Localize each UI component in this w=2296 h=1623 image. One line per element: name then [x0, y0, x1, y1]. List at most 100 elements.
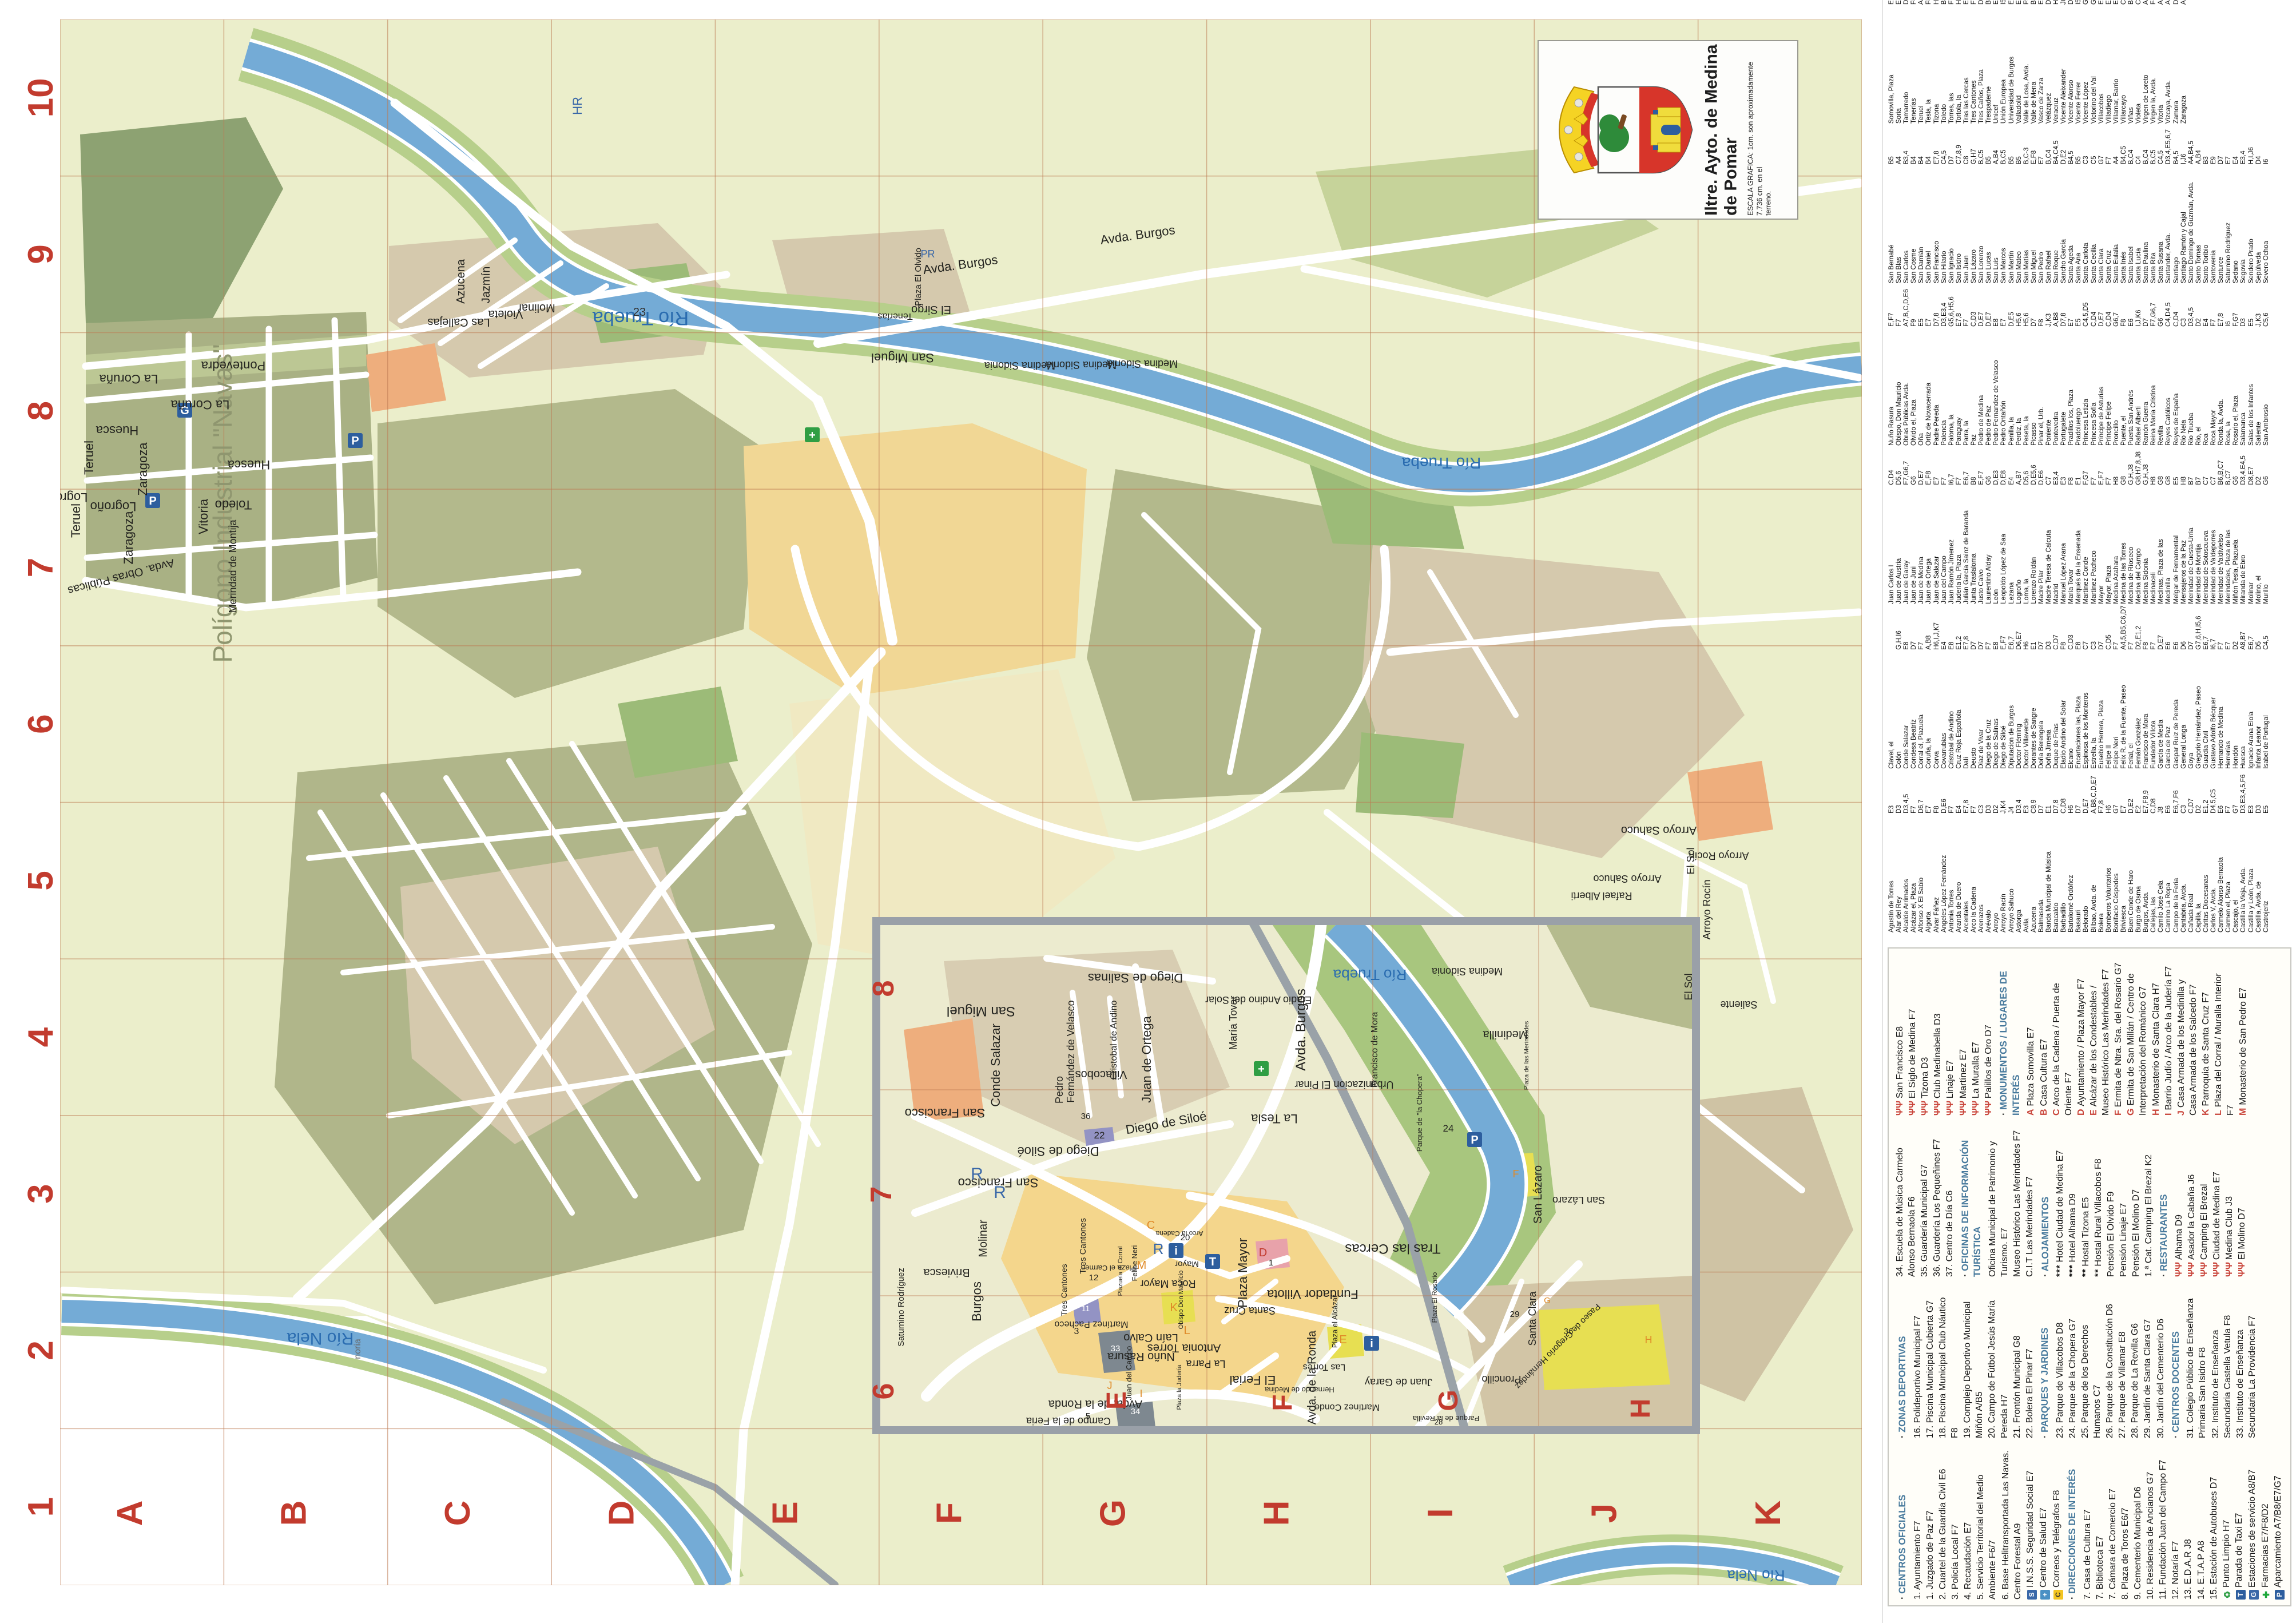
road — [478, 283, 609, 369]
map-label: Villacobos — [1075, 1068, 1127, 1081]
street-index-entry: Santo Domingo de Guzmán, Avda. A4,B4,5 — [2187, 141, 2195, 284]
road — [60, 1287, 547, 1374]
legend-item: LPlaza del Corral / Muralla Interior F7 — [2214, 973, 2236, 1116]
legend-item: 33. Instituto de Enseñanza Secundaria La… — [2235, 1315, 2257, 1438]
street-index-entry: San Roque B4,C4,5 — [2052, 140, 2060, 284]
street-index-entry: Obispo, Don Mauricio F7 — [1895, 319, 1903, 446]
legend-item: TParada de Taxi E7 — [2233, 1446, 2246, 1600]
map-label: Logroño — [90, 499, 137, 514]
map-label: Tras las Cercas — [1345, 1241, 1440, 1256]
landuse-area — [618, 686, 738, 778]
legend-item: 29. Jardín de Santa Clara G7 — [2143, 1319, 2153, 1438]
legend-item: HMonasterio de Santa Clara H7 — [2151, 983, 2161, 1116]
road — [1427, 569, 1519, 718]
street-index-entry: Vicente López G7 — [2082, 0, 2090, 124]
grid-row-number: 8 — [21, 401, 61, 420]
street-index-entry: Avila E3 — [2022, 805, 2030, 932]
street-index-column: Nuño Rasura E,F7 Obispo, Don Mauricio F7 Obr… — [1888, 283, 2291, 446]
road — [813, 395, 897, 646]
legend-item: 1.ª Cat. Camping El Brezal K2 — [2144, 1154, 2154, 1277]
street-index-entry: Eusebio Herrera, Plaza D7 — [2097, 641, 2105, 769]
legend-item: Pensión El Olvido F9 — [2106, 1191, 2116, 1277]
svg-text:+: + — [1258, 1063, 1265, 1076]
map-label: 12 — [1089, 1273, 1099, 1283]
inset-area — [1001, 1173, 1344, 1402]
street-index-entry: Victorino del Val G6 — [2090, 0, 2098, 124]
road — [1627, 827, 1776, 1004]
street-index-entry: Felipe II C,D5 — [2104, 634, 2112, 769]
map-label: Teruel — [82, 441, 96, 475]
map-label: Juan de Ortega — [1139, 1015, 1154, 1102]
street-index-entry: Doctor Fléming D6,E7 — [2015, 631, 2023, 769]
grid-column-letter: F — [929, 1502, 969, 1524]
map-label: Tenerías — [877, 311, 912, 321]
grid-row-number: 10 — [21, 78, 61, 117]
map-label: F — [1513, 1168, 1519, 1180]
street-index-entry: San Rafael B,C4 — [2044, 149, 2052, 284]
legend-item: ***Hotel Ciudad de Medina E7 — [2055, 1150, 2065, 1277]
inset-grid-letter: G — [1433, 1390, 1464, 1411]
street-index-entry: Corva H6,I,J,K7 — [1932, 622, 1940, 769]
legend-item: 4. Recaudación E7 — [1963, 1522, 1973, 1600]
street-index-entry: Valle de Losa, Avda. F9 — [2022, 0, 2030, 124]
map-label: Arroyo Rocín — [1701, 879, 1713, 939]
landuse-area — [80, 117, 283, 323]
street-index-entry: Judería la, Plaza F7 — [1955, 477, 1963, 604]
map-label: Tres Cantones — [1078, 1218, 1088, 1274]
map-title: Iltre. Ayto. de Medina de Pomar — [1702, 44, 1741, 216]
legend-section-header: · CENTROS DOCENTES — [2170, 1331, 2181, 1438]
map-label: Obispo Don Mauricio — [1178, 1271, 1185, 1330]
map-title-text: Iltre. Ayto. de Medina de Pomar ESCALA G… — [1702, 44, 1774, 216]
street-index-entry: Molinar D8,E7 — [2247, 466, 2255, 604]
map-label: Medinilla — [1483, 1028, 1528, 1041]
map-label: Las Callejas — [428, 316, 490, 328]
legend-item: FErmita de Ntra. Sra. del Rosario G7 — [2114, 962, 2124, 1116]
street-index-entry: Cáritas Diocesanas E1,2 — [2202, 800, 2210, 932]
street-index-entry: Puerta San Andrés E6 — [2127, 318, 2135, 446]
street-index-entry: Banda Municipal de Música E1 — [2044, 805, 2052, 932]
street-index-entry: Callejas, las C,D8 — [2150, 798, 2158, 932]
svg-text:i: i — [1370, 1338, 1373, 1350]
street-index-entry: Santurce D7 — [2217, 156, 2225, 284]
street-index-entry: Severo Ochoa I6 — [2262, 158, 2270, 284]
street-index-entry: Molino, el D2 — [2254, 476, 2262, 604]
map-label: Plazuela el Corral — [1117, 1247, 1124, 1296]
street-index-entry: Burgo de Osma E2 — [2135, 805, 2143, 932]
map-label: 29 — [1510, 1309, 1520, 1319]
street-index-entry: Saturnino Rodríguez E7 — [2225, 156, 2233, 284]
street-index-entry: Lorenzo Roldán D,E5,6 — [2029, 465, 2037, 604]
street-index-entry: San Lucas B5 — [1985, 156, 1993, 284]
legend-item: ΨΨEl Siglo de Medina F7 — [1908, 1009, 1918, 1116]
legend-section-header: · ZONAS DEPORTIVAS — [1897, 1336, 1908, 1438]
map-label: Arroyo Sahuco — [1593, 873, 1661, 884]
map-label: 3 — [1074, 1327, 1079, 1336]
inset-river — [1326, 921, 1525, 1317]
map-label: 1 — [1269, 1258, 1273, 1268]
grid-column-letter: H — [1257, 1501, 1297, 1526]
map-label: Parque de "la Chopera" — [1415, 1073, 1424, 1152]
legend-item: GEstaciones de servicio A8/B7 — [2246, 1446, 2259, 1600]
recycle-icon: ♻ — [2222, 1590, 2233, 1600]
street-index-entry: Santa Paulina B,C4 — [2142, 149, 2150, 284]
street-index-entry: Poniente J,K3 — [2044, 313, 2052, 446]
street-index-entry: Arroyo D2 — [1992, 805, 2000, 932]
inset-road — [1248, 921, 1469, 1430]
street-index-entry: Paraguay E7,8 — [1955, 313, 1963, 446]
street-index-entry: Parra, la F7 — [1962, 319, 1970, 446]
map-marker — [1205, 1254, 1220, 1269]
street-index-entry: Juan del Campo F7 — [1940, 477, 1948, 604]
street-index-entry: Manuel López Arana E3 — [2060, 477, 2068, 604]
map-label: Diego de Salinas — [1088, 971, 1183, 985]
legend-item: 3. Policía Local F7 — [1951, 1524, 1961, 1600]
street-index-entry: Villacobos E8 — [2097, 0, 2105, 124]
road — [569, 741, 821, 1147]
street-index-entry: Díaz de Vivar D7 — [1977, 641, 1985, 769]
street-index-entry: Carlos V, Avda. D4,5,C5 — [2210, 789, 2218, 932]
street-index-entry: Carmelo Alonso Bernaola E6 — [2217, 805, 2225, 932]
legend-item: ΨΨLa Muralla E7 — [1971, 1042, 1981, 1116]
map-label: 24 — [1443, 1123, 1454, 1134]
inset-road — [911, 1120, 1234, 1217]
svg-text:P: P — [149, 495, 156, 507]
legend-item: 36. Guardería Los Pequeñines F7 — [1932, 1138, 1943, 1277]
map-label: Avda. Burgos — [1293, 989, 1309, 1071]
